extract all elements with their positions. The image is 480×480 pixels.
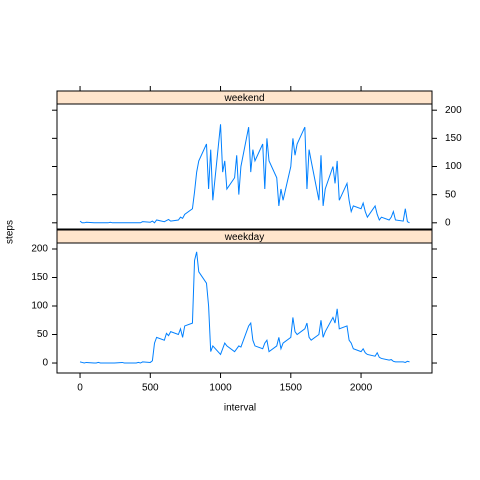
y-tick-label: 0 — [445, 217, 451, 228]
y-axis-label: steps — [5, 220, 16, 244]
y-tick-label: 0 — [42, 358, 48, 369]
y-tick-label: 200 — [445, 105, 462, 116]
x-tick-label: 1500 — [280, 383, 303, 394]
strip-label: weekday — [224, 232, 264, 243]
y-tick-label: 50 — [37, 329, 49, 340]
x-axis-label: interval — [224, 403, 256, 414]
y-tick-label: 100 — [445, 161, 462, 172]
x-tick-label: 0 — [77, 383, 83, 394]
y-tick-label: 100 — [31, 301, 48, 312]
series-line — [79, 124, 410, 224]
strip-label: weekend — [223, 93, 264, 104]
series-line — [79, 251, 410, 364]
x-tick-label: 2000 — [350, 383, 373, 394]
y-tick-label: 200 — [31, 244, 48, 255]
x-tick-label: 1000 — [209, 383, 232, 394]
panel — [56, 242, 433, 374]
y-tick-label: 150 — [31, 272, 48, 283]
y-tick-label: 150 — [445, 133, 462, 144]
x-tick-label: 500 — [142, 383, 159, 394]
y-tick-label: 50 — [445, 189, 457, 200]
